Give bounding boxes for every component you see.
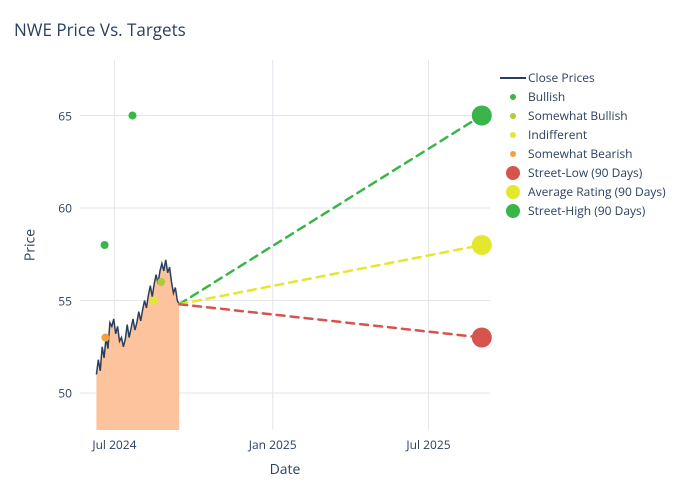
legend-item: Average Rating (90 Days) [498,182,666,201]
y-tick-label: 55 [58,292,72,309]
legend-label: Street-High (90 Days) [528,202,645,219]
legend-swatch [498,165,528,181]
legend-item: Street-Low (90 Days) [498,163,666,182]
legend-label: Close Prices [528,69,595,86]
y-tick-label: 65 [58,107,72,124]
legend: Close Prices Bullish Somewhat Bullish Indif… [498,68,666,220]
legend-swatch [498,108,528,124]
legend-item: Somewhat Bullish [498,106,666,125]
legend-swatch [498,89,528,105]
legend-swatch [498,146,528,162]
x-tick-label: Jan 2025 [249,436,297,453]
legend-swatch [498,184,528,200]
legend-item: Close Prices [498,68,666,87]
y-axis-title: Price [21,229,40,261]
chart-container: NWE Price Vs. Targets Price Date Close P… [0,0,700,500]
y-tick-label: 60 [58,200,72,217]
chart-title: NWE Price Vs. Targets [14,18,186,41]
legend-label: Indifferent [528,126,587,143]
legend-item: Bullish [498,87,666,106]
x-tick-label: Jul 2024 [92,436,136,453]
legend-item: Indifferent [498,125,666,144]
x-tick-label: Jul 2025 [406,436,450,453]
legend-swatch [498,71,528,85]
legend-item: Street-High (90 Days) [498,201,666,220]
legend-label: Somewhat Bullish [528,107,628,124]
legend-swatch [498,203,528,219]
legend-label: Bullish [528,88,565,105]
legend-item: Somewhat Bearish [498,144,666,163]
legend-label: Street-Low (90 Days) [528,164,642,181]
plot-svg [80,60,490,430]
legend-label: Average Rating (90 Days) [528,183,666,200]
x-axis-title: Date [270,460,301,479]
y-tick-label: 50 [58,385,72,402]
legend-swatch [498,127,528,143]
legend-label: Somewhat Bearish [528,145,633,162]
plot-area [80,60,490,430]
